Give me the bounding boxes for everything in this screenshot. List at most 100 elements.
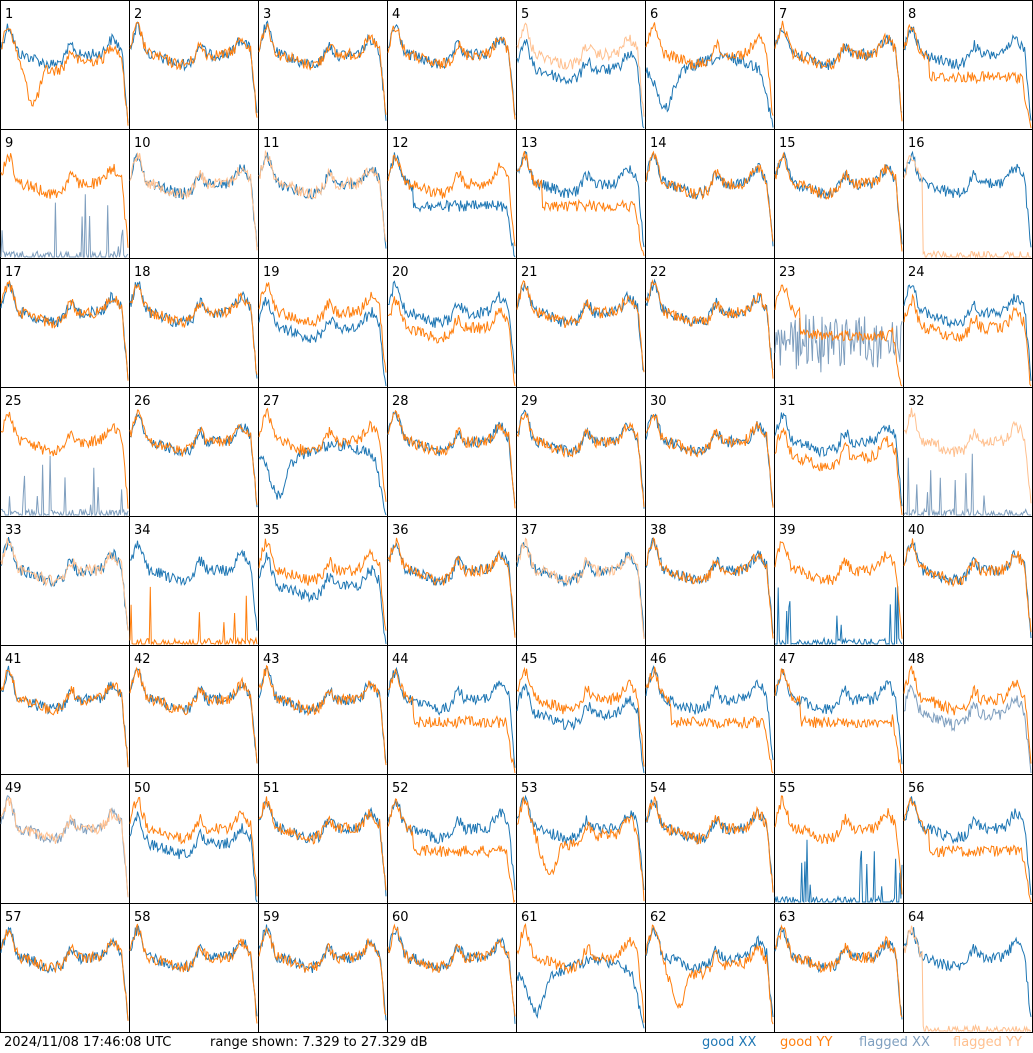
panel-frame — [903, 0, 1033, 130]
panel-label: 10 — [134, 136, 151, 151]
series-yy-line — [645, 279, 774, 379]
panel-label: 36 — [392, 523, 409, 538]
panel-label: 46 — [650, 652, 667, 667]
panel-label: 33 — [5, 523, 22, 538]
series-xx-line — [129, 281, 258, 379]
series-yy-line — [903, 23, 1032, 129]
series-yy-line — [258, 538, 387, 631]
series-yy-line — [645, 414, 774, 508]
series-xx-line — [0, 194, 129, 259]
series-yy-line — [129, 283, 258, 375]
series-xx-line — [516, 954, 645, 1029]
panel-38: 38 — [645, 516, 775, 646]
series-yy-line — [0, 411, 129, 509]
series-yy-line — [645, 666, 774, 774]
series-xx-line — [774, 839, 903, 904]
series-xx-line — [387, 152, 516, 258]
panel-label: 37 — [521, 523, 538, 538]
panel-frame — [0, 774, 130, 904]
panel-46: 46 — [645, 645, 775, 775]
legend-flagged-yy: flagged YY — [953, 1035, 1022, 1050]
panel-59: 59 — [258, 903, 388, 1033]
panel-29: 29 — [516, 387, 646, 517]
panel-49: 49 — [0, 774, 130, 904]
panel-frame — [387, 903, 517, 1033]
series-yy-line — [0, 153, 129, 248]
panel-label: 60 — [392, 910, 409, 925]
series-yy-line — [388, 668, 516, 774]
series-yy-line — [516, 796, 645, 902]
panel-label: 7 — [779, 7, 787, 22]
panel-label: 27 — [263, 394, 280, 409]
panel-26: 26 — [129, 387, 259, 517]
panel-label: 47 — [779, 652, 796, 667]
panel-label: 35 — [263, 523, 280, 538]
panel-frame — [903, 387, 1033, 517]
panel-34: 34 — [129, 516, 259, 646]
panel-43: 43 — [258, 645, 388, 775]
panel-label: 38 — [650, 523, 667, 538]
series-yy-line — [258, 149, 387, 242]
series-yy-line — [903, 407, 1032, 504]
panel-44: 44 — [387, 645, 517, 775]
panel-label: 14 — [650, 136, 667, 151]
panel-label: 30 — [650, 394, 667, 409]
series-yy-line — [516, 922, 645, 1023]
series-yy-line — [387, 409, 516, 509]
panel-label: 11 — [263, 136, 280, 151]
legend-flagged-xx: flagged XX — [859, 1035, 930, 1050]
series-xx-line — [0, 455, 129, 517]
panel-56: 56 — [903, 774, 1033, 904]
series-yy-line — [129, 21, 258, 118]
panel-label: 22 — [650, 265, 667, 280]
panel-frame — [645, 516, 775, 646]
panel-8: 8 — [903, 0, 1033, 130]
panel-32: 32 — [903, 387, 1033, 517]
series-yy-line — [258, 926, 387, 1016]
series-xx-line — [516, 150, 645, 248]
panel-frame — [645, 774, 775, 904]
series-xx-line — [130, 540, 258, 631]
series-yy-line — [0, 538, 129, 631]
panel-frame — [774, 516, 904, 646]
series-yy-line — [387, 537, 516, 638]
panel-label: 43 — [263, 652, 280, 667]
panel-frame — [129, 645, 259, 775]
series-yy-line — [387, 296, 516, 387]
panel-label: 34 — [134, 523, 151, 538]
panel-frame — [387, 129, 517, 259]
panel-3: 3 — [258, 0, 388, 130]
panel-label: 56 — [908, 781, 925, 796]
series-yy-line — [645, 536, 774, 639]
panel-11: 11 — [258, 129, 388, 259]
series-yy-line — [258, 664, 387, 766]
panel-18: 18 — [129, 258, 259, 388]
panel-label: 59 — [263, 910, 280, 925]
series-yy-line — [129, 586, 258, 646]
series-yy-line — [1, 28, 129, 126]
panel-frame — [129, 0, 259, 130]
panel-label: 64 — [908, 910, 925, 925]
series-yy-line — [774, 668, 903, 774]
panel-27: 27 — [258, 387, 388, 517]
panel-label: 45 — [521, 652, 538, 667]
panel-label: 12 — [392, 136, 409, 151]
series-yy-line — [903, 538, 1032, 633]
series-yy-line — [129, 409, 258, 506]
series-yy-line — [516, 411, 645, 508]
panel-40: 40 — [903, 516, 1033, 646]
panel-frame — [516, 387, 646, 517]
series-xx-line — [774, 412, 903, 507]
series-yy-line — [387, 798, 516, 904]
range-label: range shown: 7.329 to 27.329 dB — [210, 1035, 428, 1050]
panel-label: 4 — [392, 7, 400, 22]
series-xx-line — [903, 684, 1032, 774]
series-xx-line — [516, 794, 645, 891]
panel-23: 23 — [774, 258, 904, 388]
panel-label: 51 — [263, 781, 280, 796]
series-yy-line — [774, 151, 903, 252]
series-xx-line — [645, 664, 774, 761]
panel-label: 62 — [650, 910, 667, 925]
series-xx-line — [903, 284, 1032, 381]
panel-label: 25 — [5, 394, 22, 409]
